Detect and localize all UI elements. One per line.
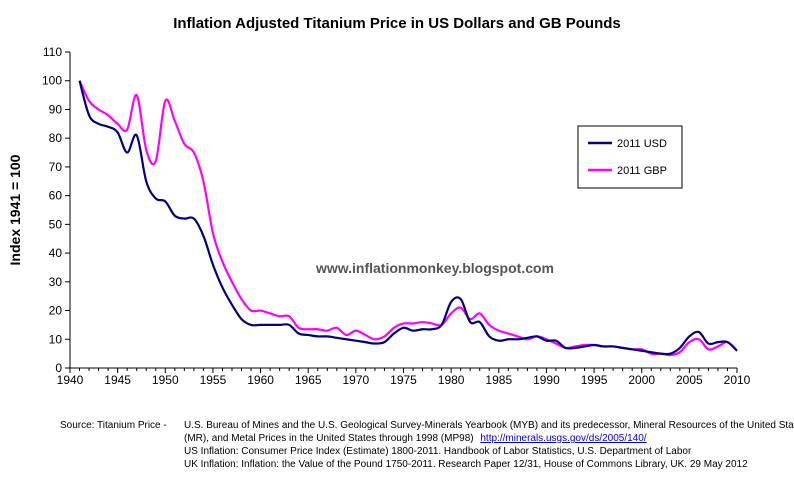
series-line-usd [78,80,738,356]
y-tick-label: 50 [49,217,63,231]
x-tick-label: 1975 [390,373,417,387]
y-tick-label: 90 [49,102,63,116]
x-tick-label: 1995 [581,373,608,387]
y-tick-label: 0 [55,361,62,375]
x-tick-label: 1940 [57,373,84,387]
uk-inflation-source: UK Inflation: Inflation: the Value of th… [184,459,748,470]
source-line-2: (MR), and Metal Prices in the United Sta… [184,433,647,444]
legend: 2011 USD 2011 GBP [577,125,683,189]
y-tick-label: 30 [49,275,63,289]
y-tick-label: 100 [42,74,62,88]
legend-label-gbp: 2011 GBP [617,165,667,177]
y-axis-label: Index 1941 = 100 [7,154,23,265]
x-tick-label: 2000 [628,373,655,387]
source-line-1: U.S. Bureau of Mines and the U.S. Geolog… [184,420,794,431]
usgs-link[interactable]: http://minerals.usgs.gov/ds/2005/140/ [480,433,646,444]
y-tick-label: 60 [49,189,63,203]
y-tick-label: 110 [43,45,62,59]
x-tick-label: 1965 [295,373,322,387]
source-footer: Source: Titanium Price - U.S. Bureau of … [60,420,794,470]
y-tick-label: 80 [49,131,63,145]
x-tick-label: 2005 [676,373,703,387]
legend-label-usd: 2011 USD [617,138,667,150]
x-tick-label: 1950 [152,373,179,387]
legend-box [577,125,683,189]
x-tick-label: 1960 [247,373,274,387]
chart-title: Inflation Adjusted Titanium Price in US … [173,15,621,32]
x-tick-label: 2010 [724,373,751,387]
axes: 0 10 20 30 40 50 60 70 80 90 100 110 1940 1945 1950 195… [42,45,751,387]
x-tick-label: 1970 [343,373,370,387]
y-tick-label: 40 [49,246,63,260]
y-tick-label: 20 [49,304,63,318]
source-label: Source: Titanium Price - [60,420,167,431]
x-tick-label: 1985 [485,373,512,387]
us-inflation-source: US Inflation: Consumer Price Index (Esti… [184,446,692,457]
x-tick-label: 1980 [438,373,465,387]
x-tick-label: 1955 [200,373,227,387]
x-tick-label: 1990 [533,373,560,387]
y-tick-label: 70 [49,160,63,174]
series-layer [78,80,738,357]
y-tick-label: 10 [49,332,63,346]
source-line-2-text: (MR), and Metal Prices in the United Sta… [184,433,474,444]
x-tick-label: 1945 [104,373,131,387]
watermark-text: www.inflationmonkey.blogspot.com [315,260,554,276]
